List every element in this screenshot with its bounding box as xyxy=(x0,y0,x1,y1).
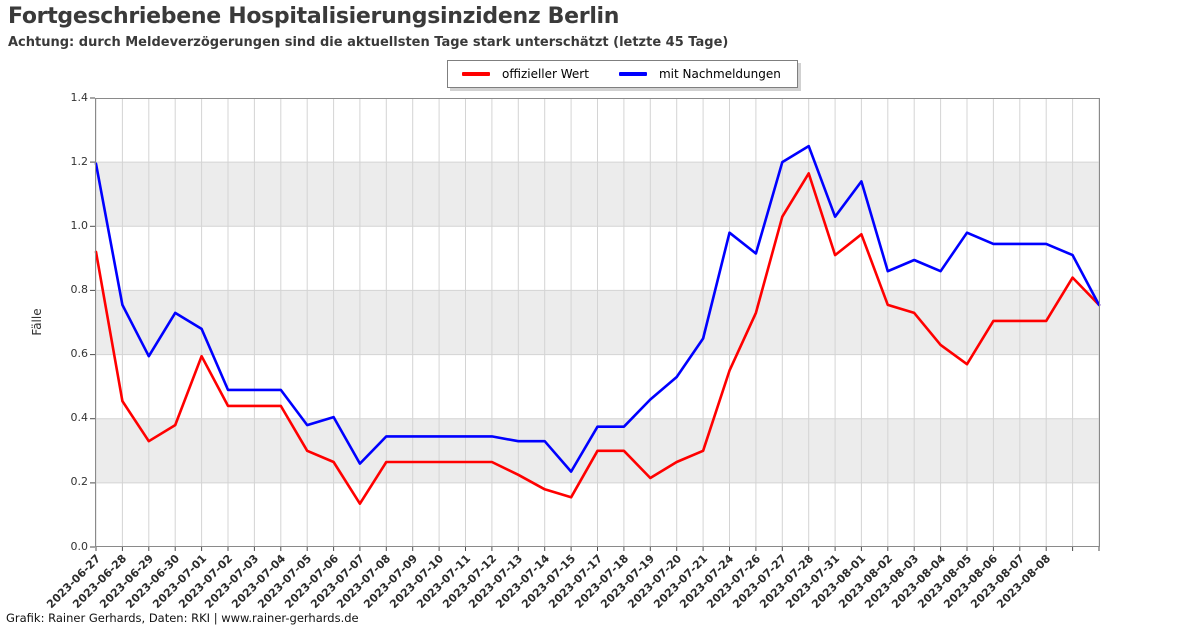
y-tick-label: 1.2 xyxy=(70,154,89,168)
y-axis-title: Fälle xyxy=(30,308,44,336)
chart-title: Fortgeschriebene Hospitalisierungsinzide… xyxy=(8,4,620,29)
footer-credit: Grafik: Rainer Gerhards, Daten: RKI | ww… xyxy=(6,611,359,625)
legend-swatch-nachmeldungen-line xyxy=(618,72,647,76)
legend-swatch-official-line xyxy=(462,72,490,76)
y-tick-label: 1.0 xyxy=(70,218,89,232)
y-tick-label: 0.2 xyxy=(70,475,89,489)
chart-subtitle: Achtung: durch Meldeverzögerungen sind d… xyxy=(8,35,729,50)
y-tick-label: 0.0 xyxy=(70,539,89,553)
legend: offizieller Wert mit Nachmeldungen xyxy=(447,60,798,88)
y-tick-label: 0.4 xyxy=(70,411,89,425)
plot-svg xyxy=(90,97,1101,551)
y-tick-label: 1.4 xyxy=(70,90,89,104)
y-tick-label: 0.8 xyxy=(70,282,89,296)
legend-label-official: offizieller Wert xyxy=(502,67,589,81)
y-tick-label: 0.6 xyxy=(70,347,89,361)
legend-label-nachmeldungen: mit Nachmeldungen xyxy=(658,67,781,81)
